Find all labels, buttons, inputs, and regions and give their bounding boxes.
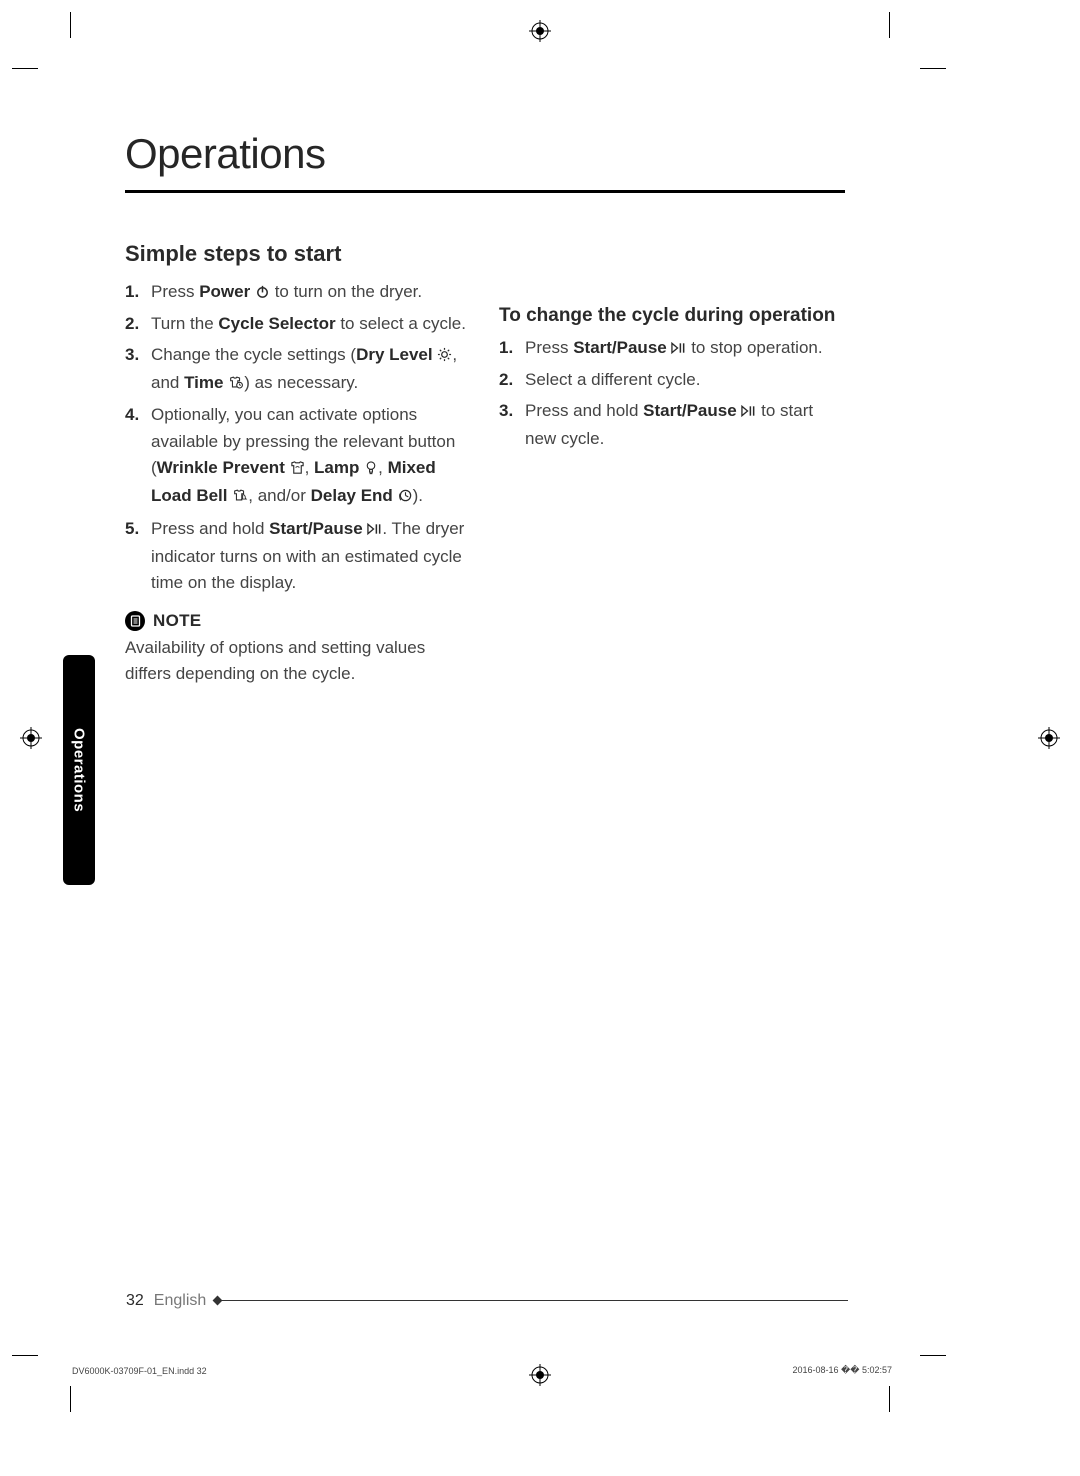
clock-hand-icon [398,485,413,511]
step-item: Change the cycle settings (Dry Level , a… [125,342,471,399]
crop-mark [12,1355,38,1356]
note-label: NOTE [153,611,201,631]
registration-mark-icon [529,20,551,42]
step-item: Optionally, you can activate options ava… [125,402,471,511]
section-tab-label: Operations [71,728,88,812]
step-item: Press and hold Start/Pause . The dryer i… [125,516,471,597]
step-item: Select a different cycle. [499,367,845,393]
section-subtitle: Simple steps to start [125,241,845,267]
footer-rule [220,1300,848,1301]
right-subheading: To change the cycle during operation [499,305,845,327]
registration-mark-icon [1038,727,1060,749]
play-pause-icon [671,337,686,363]
crop-mark [920,68,946,69]
shirt-clock-icon [228,372,244,398]
sun-icon [437,344,452,370]
crop-mark [920,1355,946,1356]
indd-filename: DV6000K-03709F-01_EN.indd 32 [72,1366,207,1376]
registration-mark-icon [20,727,42,749]
page-number: 32English [126,1292,206,1310]
shirt-icon [290,457,305,483]
step-item: Press Start/Pause to stop operation. [499,335,845,363]
steps-list-right: Press Start/Pause to stop operation. Sel… [499,335,845,452]
step-item: Press and hold Start/Pause to start new … [499,398,845,453]
indd-timestamp: 2016-08-16 �� 5:02:57 [792,1365,892,1376]
document-icon [125,611,145,631]
step-item: Press Power to turn on the dryer. [125,279,471,307]
crop-mark [889,12,890,38]
bell-shirt-icon [232,485,248,511]
crop-mark [12,68,38,69]
lamp-icon [364,457,378,483]
note-text: Availability of options and setting valu… [125,635,471,688]
registration-mark-icon [529,1364,551,1386]
crop-mark [70,1386,71,1412]
power-icon [255,281,270,307]
page-title: Operations [125,130,845,193]
section-tab: Operations [63,655,95,885]
play-pause-icon [367,518,382,544]
crop-mark [889,1386,890,1412]
crop-mark [70,12,71,38]
note-header: NOTE [125,611,471,631]
steps-list-left: Press Power to turn on the dryer. Turn t… [125,279,471,597]
play-pause-icon [741,400,756,426]
step-item: Turn the Cycle Selector to select a cycl… [125,311,471,337]
